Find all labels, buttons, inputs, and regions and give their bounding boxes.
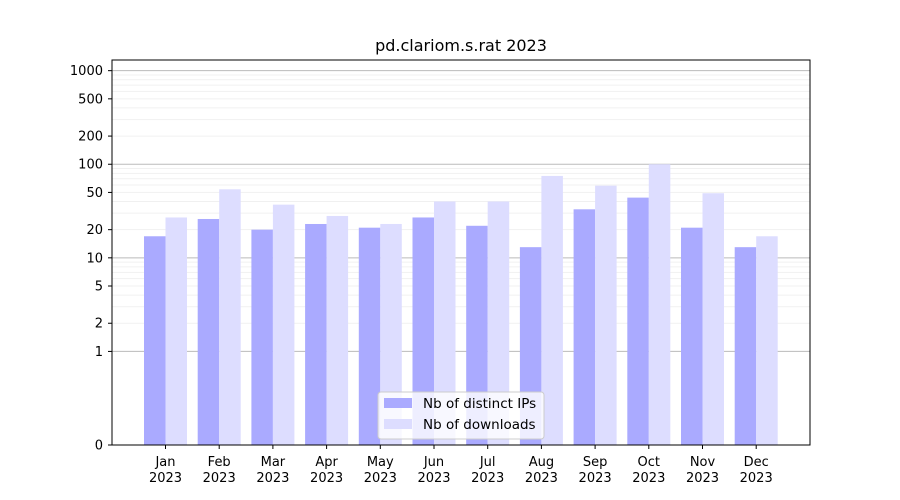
x-tick-label-year: 2023	[203, 471, 236, 486]
x-tick-label-month: Dec	[744, 455, 769, 470]
bar-downloads-jul	[487, 201, 510, 445]
bar-distinct-ips-apr	[305, 223, 327, 445]
bar-downloads-jun	[434, 201, 456, 445]
bar-distinct-ips-sep	[573, 209, 596, 445]
x-tick-label-year: 2023	[149, 471, 182, 486]
legend-swatch	[384, 419, 412, 429]
y-tick-label: 1000	[70, 64, 103, 79]
legend-box	[377, 391, 545, 440]
y-axis: 0 1 2 5 10 20 50 100 200 500 1000	[70, 64, 112, 454]
bar-distinct-ips-jan	[144, 236, 166, 445]
y-tick-label: 0	[95, 439, 103, 454]
x-tick-label-month: Oct	[638, 455, 660, 470]
bar-distinct-ips-mar	[251, 229, 273, 445]
x-tick-label-year: 2023	[686, 471, 719, 486]
x-tick-label-month: Nov	[690, 455, 716, 470]
y-tick-label: 20	[86, 223, 103, 238]
bar-downloads-mar	[272, 204, 295, 445]
y-tick-label: 200	[78, 130, 103, 145]
chart-title: pd.clariom.s.rat 2023	[375, 36, 547, 55]
x-tick-label-month: Sep	[583, 455, 608, 470]
bar-distinct-ips-nov	[681, 227, 703, 445]
x-axis: Jan2023Feb2023Mar2023Apr2023May2023Jun20…	[149, 445, 773, 486]
y-tick-label: 5	[95, 280, 103, 295]
x-tick-label-month: Jul	[479, 455, 496, 470]
x-tick-label-month: Apr	[315, 455, 338, 470]
legend-label: Nb of distinct IPs	[423, 396, 536, 412]
bar-downloads-aug	[541, 175, 563, 445]
x-tick-label-year: 2023	[471, 471, 504, 486]
bars	[144, 164, 778, 446]
bar-distinct-ips-feb	[197, 218, 220, 445]
bar-distinct-ips-jul	[466, 225, 488, 445]
y-tick-label: 500	[78, 92, 103, 107]
x-tick-label-year: 2023	[310, 471, 343, 486]
bar-downloads-apr	[326, 215, 349, 445]
bar-downloads-sep	[595, 185, 617, 446]
legend: Nb of distinct IPs Nb of downloads	[377, 391, 545, 440]
bar-downloads-oct	[648, 164, 671, 445]
x-tick-label-month: Mar	[261, 455, 286, 470]
y-tick-label: 2	[95, 317, 103, 332]
y-tick-label: 1	[95, 345, 103, 360]
x-tick-label-year: 2023	[740, 471, 773, 486]
x-tick-label-month: Jun	[423, 455, 444, 470]
y-tick-label: 100	[78, 158, 103, 173]
x-tick-label-month: Feb	[208, 455, 231, 470]
bar-distinct-ips-oct	[627, 197, 649, 445]
x-tick-label-year: 2023	[525, 471, 558, 486]
bar-downloads-dec	[756, 236, 778, 445]
x-tick-label-year: 2023	[364, 471, 397, 486]
x-tick-label-month: Aug	[529, 455, 554, 470]
plot-frame	[111, 59, 811, 446]
bar-distinct-ips-dec	[734, 247, 757, 445]
x-tick-label-year: 2023	[256, 471, 289, 486]
x-tick-label-year: 2023	[417, 471, 450, 486]
y-tick-label: 10	[86, 251, 103, 266]
x-tick-label-year: 2023	[579, 471, 612, 486]
bar-downloads-may	[380, 223, 402, 445]
y-tick-label: 50	[86, 186, 103, 201]
legend-label: Nb of downloads	[423, 417, 536, 433]
bar-downloads-feb	[219, 189, 241, 445]
x-tick-label-month: Jan	[154, 455, 175, 470]
bar-distinct-ips-may	[358, 227, 381, 445]
bar-downloads-nov	[702, 193, 724, 445]
legend-swatch	[384, 398, 412, 408]
bar-downloads-jan	[165, 217, 187, 445]
x-tick-label-month: May	[367, 455, 394, 470]
bar-distinct-ips-jun	[412, 217, 434, 445]
x-tick-label-year: 2023	[632, 471, 665, 486]
